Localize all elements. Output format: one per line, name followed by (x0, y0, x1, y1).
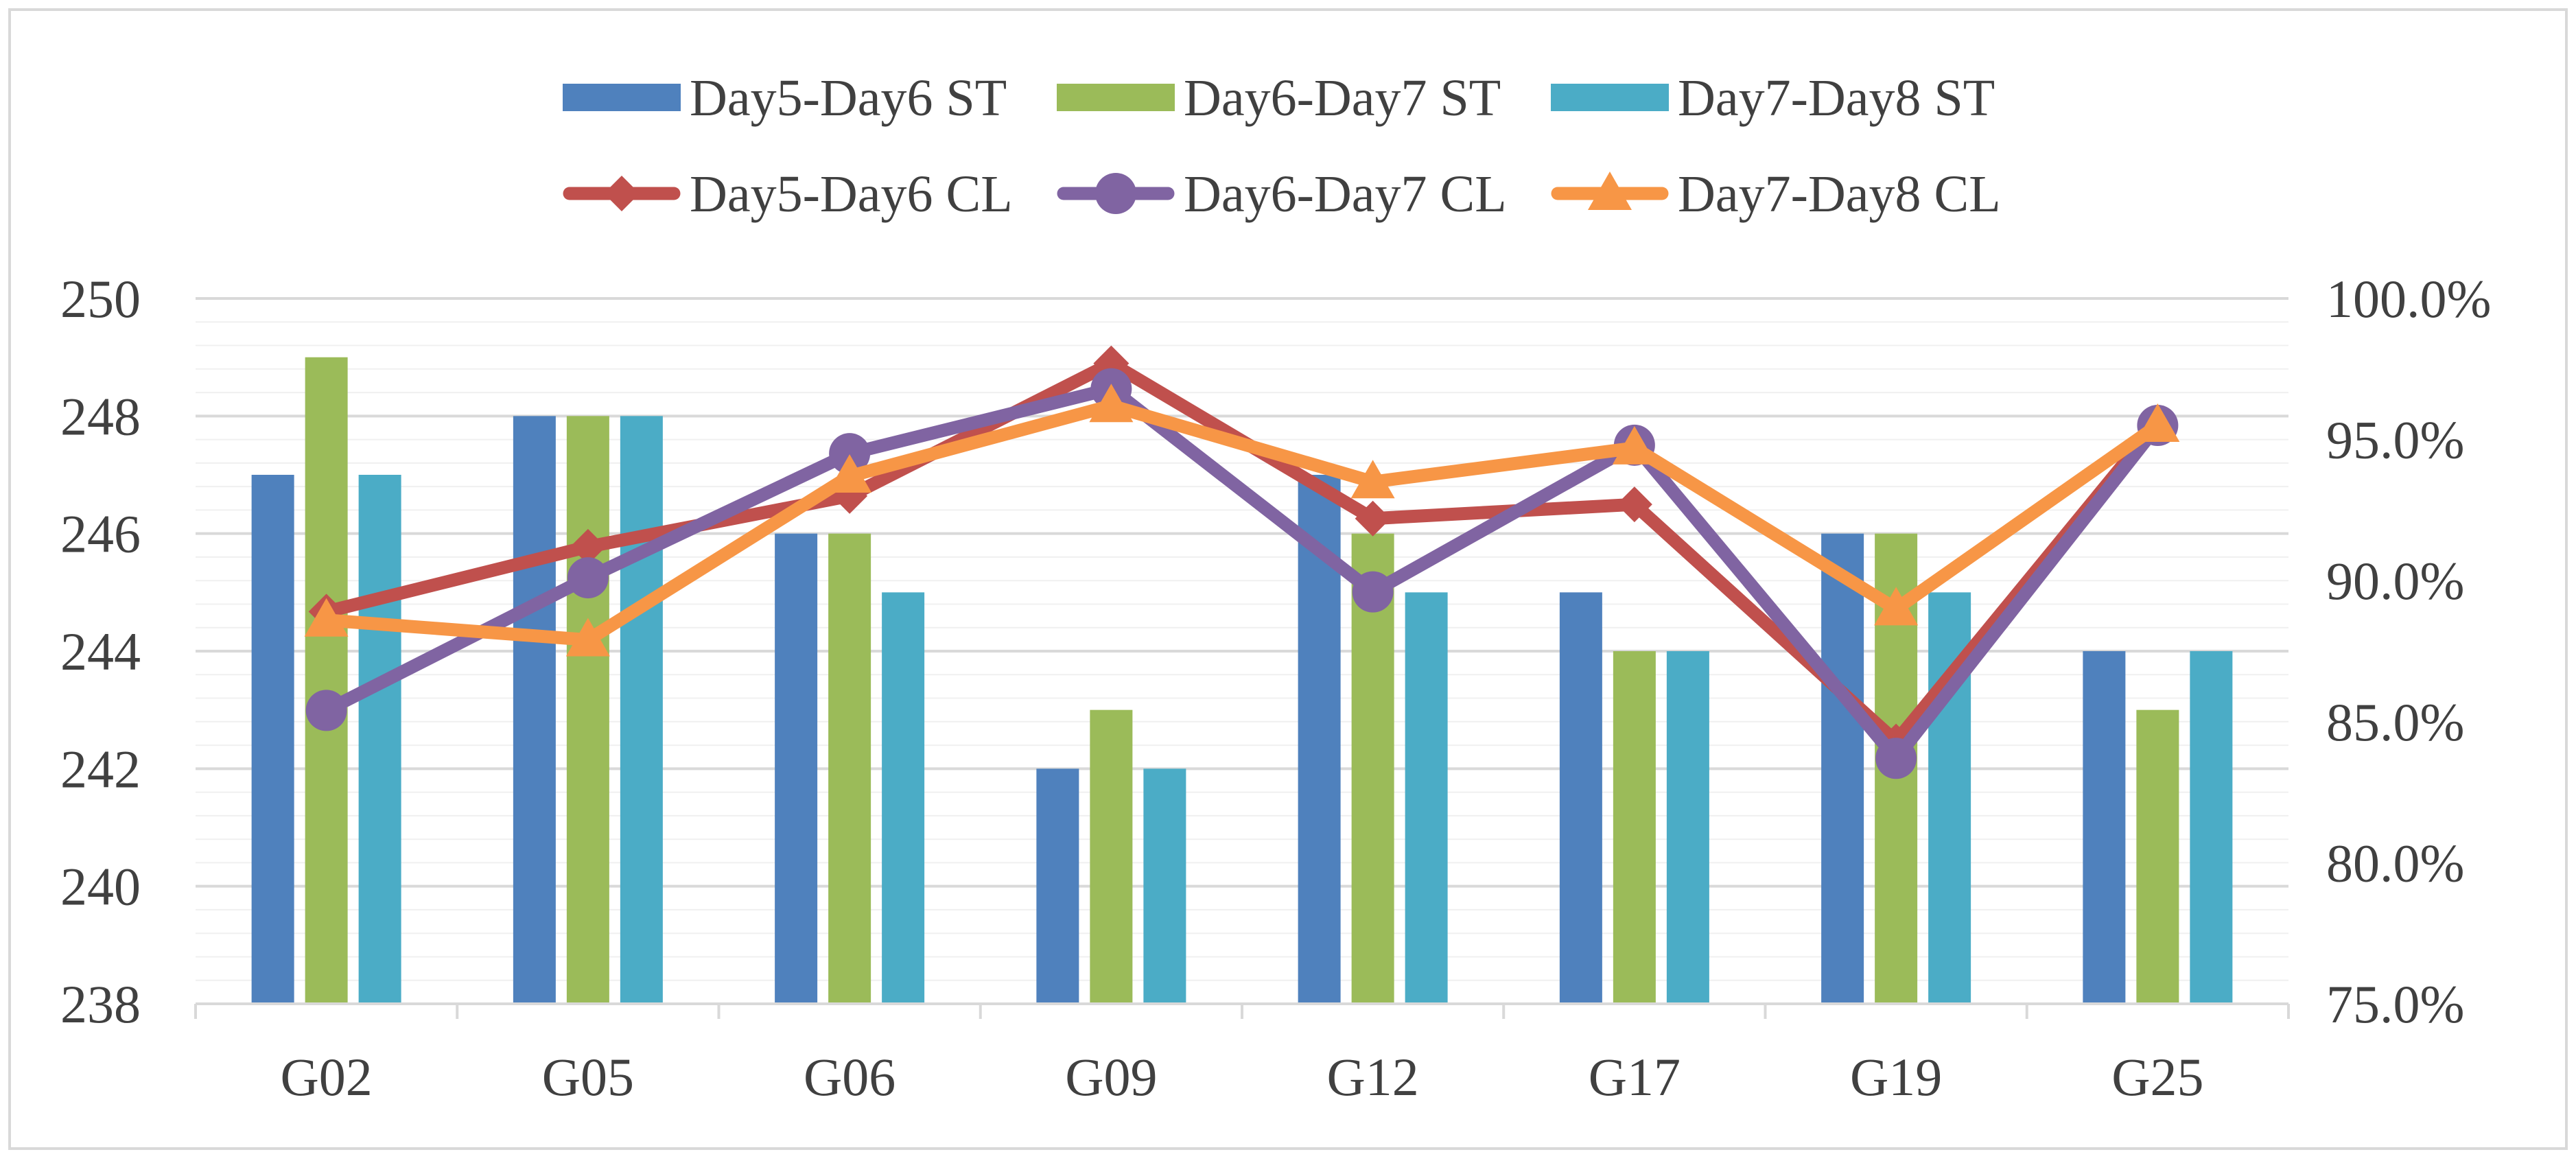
point-day6-day7-cl-g19 (1875, 738, 1917, 779)
x-axis-category-label: G19 (1850, 1047, 1942, 1107)
right-axis-tick-label: 100.0% (2326, 269, 2491, 329)
legend-label-day7-day8-st: Day7-Day8 ST (1678, 69, 1995, 127)
bar-day7-day8-st-g17 (1666, 651, 1709, 1004)
bar-day6-day7-st-g06 (828, 533, 871, 1004)
legend-label-day5-day6-cl: Day5-Day6 CL (690, 165, 1013, 223)
point-day7-day8-cl-g05 (565, 618, 610, 657)
x-axis-category-label: G09 (1065, 1047, 1157, 1107)
point-day6-day7-cl-g02 (305, 690, 347, 731)
legend-marker-day6-day7-cl (1095, 173, 1136, 214)
bar-day5-day6-st-g19 (1821, 533, 1864, 1004)
point-day7-day8-cl-g19 (1874, 587, 1919, 626)
legend-swatch-day5-day6-st (563, 84, 681, 111)
point-day5-day6-cl-g05 (570, 528, 606, 565)
point-day6-day7-cl-g05 (567, 557, 609, 599)
point-day7-day8-cl-g12 (1350, 460, 1395, 499)
bar-day6-day7-st-g02 (305, 357, 348, 1004)
axes: 238 240 242 244 246 248 250 75.0% 80.0% 85.0% 90.0… (60, 269, 2491, 1107)
line-day7-day8-cl (320, 399, 2164, 647)
left-axis-tick-label: 246 (60, 504, 141, 564)
bar-day6-day7-st-g09 (1090, 709, 1133, 1004)
point-day7-day8-cl-g02 (304, 598, 349, 637)
bar-day7-day8-st-g02 (358, 475, 401, 1004)
right-axis-tick-label: 85.0% (2326, 692, 2464, 752)
left-axis-tick-label: 242 (60, 739, 141, 799)
point-day5-day6-cl-g12 (1355, 500, 1391, 537)
left-axis-tick-label: 238 (60, 974, 141, 1034)
point-day6-day7-cl-g12 (1352, 571, 1394, 613)
bar-day7-day8-st-g05 (620, 416, 663, 1004)
x-axis-category-label: G25 (2111, 1047, 2203, 1107)
point-day6-day7-cl-g06 (829, 433, 871, 475)
x-axis-category-label: G05 (542, 1047, 634, 1107)
right-axis-tick-label: 95.0% (2326, 410, 2464, 470)
bar-day5-day6-st-g05 (513, 416, 556, 1004)
legend-swatch-day6-day7-st (1057, 84, 1175, 111)
left-axis-tick-label: 240 (60, 857, 141, 917)
right-axis-tick-label: 90.0% (2326, 551, 2464, 611)
left-axis-tick-label: 248 (60, 386, 141, 446)
bar-day5-day6-st-g17 (1559, 592, 1602, 1004)
right-axis-tick-label: 75.0% (2326, 974, 2464, 1034)
bar-day5-day6-st-g02 (251, 475, 294, 1004)
legend-marker-day5-day6-cl (604, 176, 640, 211)
line-day6-day7-cl (320, 382, 2164, 765)
bar-day7-day8-st-g09 (1143, 768, 1186, 1004)
bar-day6-day7-st-g05 (566, 416, 609, 1004)
x-axis-category-label: G17 (1589, 1047, 1681, 1107)
bar-day5-day6-st-g06 (775, 533, 818, 1004)
bar-day6-day7-st-g25 (2136, 709, 2179, 1004)
line-series-group (304, 345, 2180, 779)
legend-label-day6-day7-cl: Day6-Day7 CL (1184, 165, 1507, 223)
legend-marker-day7-day8-cl (1588, 172, 1632, 210)
point-day7-day8-cl-g06 (828, 454, 872, 493)
x-axis-category-label: G02 (280, 1047, 372, 1107)
point-day7-day8-cl-g17 (1612, 425, 1656, 465)
bar-day7-day8-st-g25 (2190, 651, 2233, 1004)
bar-day5-day6-st-g25 (2083, 651, 2126, 1004)
legend-label-day6-day7-st: Day6-Day7 ST (1184, 69, 1501, 127)
legend-label-day7-day8-cl: Day7-Day8 CL (1678, 165, 2001, 223)
x-axis-category-label: G06 (804, 1047, 895, 1107)
x-axis-category-label: G12 (1326, 1047, 1418, 1107)
legend-swatch-day7-day8-st (1551, 84, 1669, 111)
point-day7-day8-cl-g25 (2135, 403, 2180, 443)
bar-day7-day8-st-g06 (882, 592, 925, 1004)
right-axis-tick-label: 80.0% (2326, 833, 2464, 893)
legend-label-day5-day6-st: Day5-Day6 ST (690, 69, 1007, 127)
left-axis-tick-label: 250 (60, 269, 141, 329)
left-axis-tick-label: 244 (60, 622, 141, 681)
bar-day7-day8-st-g12 (1405, 592, 1448, 1004)
point-day5-day6-cl-g17 (1616, 486, 1652, 523)
legend: Day5-Day6 ST Day6-Day7 ST Day7-Day8 ST Day5… (563, 69, 2001, 223)
bar-day5-day6-st-g09 (1036, 768, 1079, 1004)
bar-day6-day7-st-g17 (1613, 651, 1656, 1004)
point-day7-day8-cl-g09 (1089, 384, 1134, 423)
